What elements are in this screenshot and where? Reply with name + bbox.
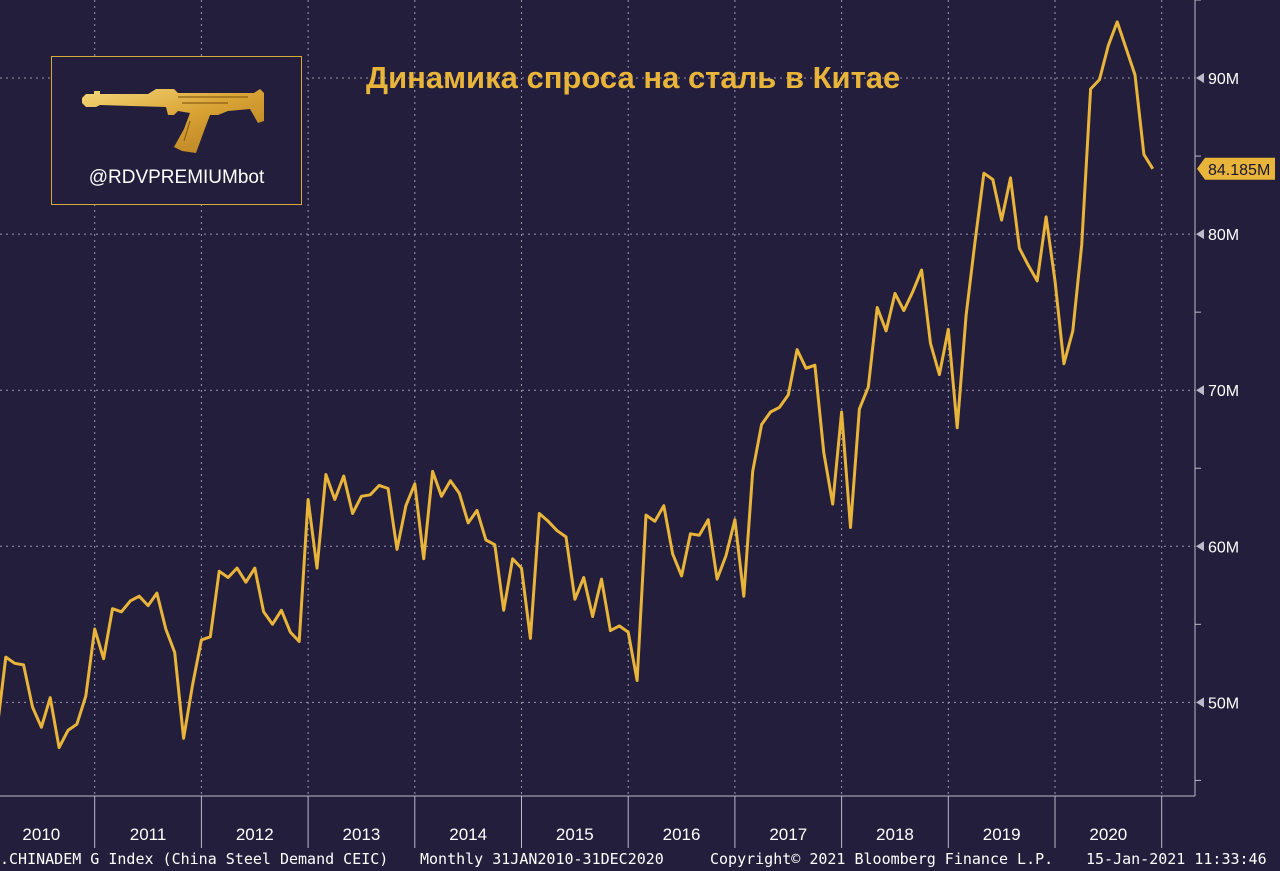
xtick-label: 2015 xyxy=(556,825,594,844)
xtick-label: 2019 xyxy=(983,825,1021,844)
ytick-marker xyxy=(1196,73,1204,84)
ytick-label: 90M xyxy=(1208,71,1239,88)
ytick-label: 80M xyxy=(1208,227,1239,244)
ytick-marker xyxy=(1196,697,1204,708)
ytick-label: 70M xyxy=(1208,383,1239,400)
last-value-tag xyxy=(1197,157,1275,180)
ytick-label: 50M xyxy=(1208,695,1239,712)
xtick-label: 2014 xyxy=(449,825,487,844)
last-value-label: 84.185M xyxy=(1208,162,1270,179)
xtick-label: 2012 xyxy=(236,825,274,844)
xtick-label: 2020 xyxy=(1089,825,1127,844)
ytick-marker xyxy=(1196,385,1204,396)
xtick-label: 2010 xyxy=(22,825,60,844)
ytick-marker xyxy=(1196,541,1204,552)
ytick-label: 60M xyxy=(1208,539,1239,556)
xtick-label: 2013 xyxy=(343,825,381,844)
ytick-marker xyxy=(1196,229,1204,240)
logo-handle: @RDVPREMIUMbot xyxy=(88,167,265,188)
grid-lines xyxy=(0,0,1195,796)
xtick-label: 2017 xyxy=(769,825,807,844)
rifle-icon xyxy=(82,89,264,153)
footer-period: Monthly 31JAN2010-31DEC2020 xyxy=(420,850,664,868)
axis-labels: 50M 60M 70M 80M 90M 2010 2011 2012 2013 2014 2015 2… xyxy=(22,71,1275,844)
xtick-label: 2011 xyxy=(130,825,167,844)
logo-watermark: @RDVPREMIUMbot xyxy=(51,56,302,205)
footer-index: .CHINADEM G Index (China Steel Demand CE… xyxy=(0,850,389,868)
footer-timestamp: 15-Jan-2021 11:33:46 xyxy=(1086,850,1267,868)
xtick-label: 2016 xyxy=(663,825,701,844)
footer-copyright: Copyright© 2021 Bloomberg Finance L.P. xyxy=(710,850,1054,868)
chart-area: 50M 60M 70M 80M 90M 2010 2011 2012 2013 2014 2015 2… xyxy=(0,0,1275,848)
axes xyxy=(0,0,1204,848)
footer-bar: .CHINADEM G Index (China Steel Demand CE… xyxy=(0,849,1280,871)
xtick-label: 2018 xyxy=(876,825,914,844)
series-line-layer xyxy=(0,20,1155,750)
chart-title: Динамика спроса на сталь в Китае xyxy=(366,60,901,95)
series-line xyxy=(0,20,1155,750)
